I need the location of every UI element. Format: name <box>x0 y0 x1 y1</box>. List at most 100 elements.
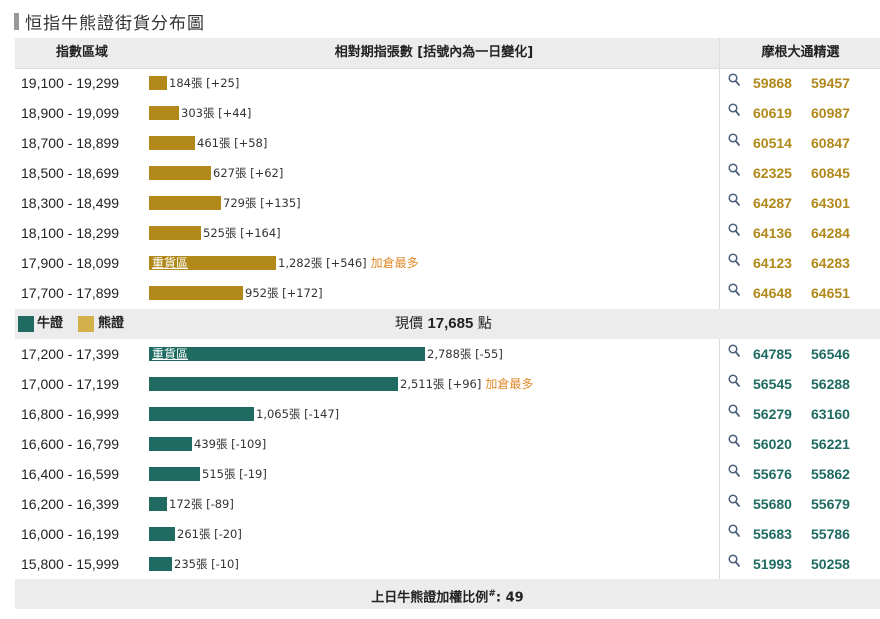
contracts-count: 261張 [-20] <box>177 527 242 541</box>
bear-rows: 19,100 - 19,299 184張 [+25] 59868 59457 18,90… <box>15 68 880 308</box>
contracts-label: 525張 [+164] <box>203 225 281 241</box>
search-icon[interactable] <box>728 253 740 267</box>
warrant-code-link[interactable]: 64785 <box>753 346 792 362</box>
search-icon[interactable] <box>728 554 740 568</box>
search-icon[interactable] <box>728 344 740 358</box>
warrant-code-link[interactable]: 60514 <box>753 135 792 151</box>
index-range: 18,900 - 19,099 <box>21 105 120 121</box>
search-icon[interactable] <box>728 404 740 418</box>
page-title-bar: 恒指牛熊證街貨分布圖 <box>14 10 205 34</box>
index-range: 15,800 - 15,999 <box>21 556 120 572</box>
warrant-code-link[interactable]: 56546 <box>811 346 850 362</box>
contracts-bar <box>149 166 211 180</box>
search-icon[interactable] <box>728 494 740 508</box>
warrant-code-link[interactable]: 56279 <box>753 406 792 422</box>
contracts-bar <box>149 226 201 240</box>
index-range: 18,700 - 18,899 <box>21 135 120 151</box>
warrant-code-link[interactable]: 55862 <box>811 466 850 482</box>
contracts-count: 729張 [+135] <box>223 196 301 210</box>
warrant-code-link[interactable]: 50258 <box>811 556 850 572</box>
table-row: 16,400 - 16,599 515張 [-19] 55676 55862 <box>15 459 880 489</box>
price-value: 17,685 <box>427 315 474 332</box>
contracts-count: 525張 [+164] <box>203 226 281 240</box>
footer-text: 上日牛熊證加權比例 <box>371 590 489 606</box>
warrant-code-link[interactable]: 51993 <box>753 556 792 572</box>
warrant-code-link[interactable]: 55676 <box>753 466 792 482</box>
table-row: 17,900 - 18,099 重貨區 1,282張 [+546] 加倉最多 64123… <box>15 248 880 278</box>
index-range: 16,800 - 16,999 <box>21 406 120 422</box>
search-icon[interactable] <box>728 223 740 237</box>
search-icon[interactable] <box>728 193 740 207</box>
heavy-zone-tag: 重貨區 <box>152 347 189 361</box>
warrant-code-link[interactable]: 60619 <box>753 105 792 121</box>
table-row: 18,900 - 19,099 303張 [+44] 60619 60987 <box>15 98 880 128</box>
contracts-bar <box>149 196 221 210</box>
warrant-code-link[interactable]: 64136 <box>753 225 792 241</box>
column-divider <box>719 68 720 309</box>
header-picks: 摩根大通精選 <box>719 38 880 68</box>
search-icon[interactable] <box>728 103 740 117</box>
contracts-bar <box>149 557 172 571</box>
warrant-code-link[interactable]: 55680 <box>753 496 792 512</box>
search-icon[interactable] <box>728 374 740 388</box>
warrant-code-link[interactable]: 55786 <box>811 526 850 542</box>
table-row: 18,500 - 18,699 627張 [+62] 62325 60845 <box>15 158 880 188</box>
warrant-code-link[interactable]: 64287 <box>753 195 792 211</box>
table-row: 16,800 - 16,999 1,065張 [-147] 56279 63160 <box>15 399 880 429</box>
table-row: 19,100 - 19,299 184張 [+25] 59868 59457 <box>15 68 880 98</box>
search-icon[interactable] <box>728 73 740 87</box>
warrant-code-link[interactable]: 64284 <box>811 225 850 241</box>
contracts-label: 172張 [-89] <box>169 496 234 512</box>
warrant-code-link[interactable]: 63160 <box>811 406 850 422</box>
warrant-code-link[interactable]: 62325 <box>753 165 792 181</box>
warrant-code-link[interactable]: 55679 <box>811 496 850 512</box>
title-marker <box>14 12 19 30</box>
index-range: 19,100 - 19,299 <box>21 75 120 91</box>
contracts-label: 2,511張 [+96] 加倉最多 <box>400 376 533 392</box>
contracts-bar <box>149 407 254 421</box>
table-row: 18,700 - 18,899 461張 [+58] 60514 60847 <box>15 128 880 158</box>
column-divider <box>719 339 720 579</box>
table-row: 17,700 - 17,899 952張 [+172] 64648 64651 <box>15 278 880 308</box>
warrant-code-link[interactable]: 64301 <box>811 195 850 211</box>
table-row: 16,600 - 16,799 439張 [-109] 56020 56221 <box>15 429 880 459</box>
warrant-code-link[interactable]: 64651 <box>811 285 850 301</box>
warrant-code-link[interactable]: 60845 <box>811 165 850 181</box>
warrant-code-link[interactable]: 59457 <box>811 75 850 91</box>
warrant-code-link[interactable]: 56020 <box>753 436 792 452</box>
contracts-bar <box>149 467 200 481</box>
index-range: 16,200 - 16,399 <box>21 496 120 512</box>
index-range: 17,000 - 17,199 <box>21 376 120 392</box>
warrant-code-link[interactable]: 64283 <box>811 255 850 271</box>
warrant-code-link[interactable]: 59868 <box>753 75 792 91</box>
contracts-bar <box>149 437 192 451</box>
header-contracts: 相對期指張數 [括號內為一日變化] <box>334 45 534 60</box>
warrant-code-link[interactable]: 64123 <box>753 255 792 271</box>
warrant-code-link[interactable]: 55683 <box>753 526 792 542</box>
search-icon[interactable] <box>728 524 740 538</box>
search-icon[interactable] <box>728 283 740 297</box>
contracts-count: 461張 [+58] <box>197 136 268 150</box>
warrant-code-link[interactable]: 60987 <box>811 105 850 121</box>
search-icon[interactable] <box>728 434 740 448</box>
warrant-code-link[interactable]: 56288 <box>811 376 850 392</box>
warrant-code-link[interactable]: 56221 <box>811 436 850 452</box>
contracts-label: 729張 [+135] <box>223 195 301 211</box>
contracts-label: 184張 [+25] <box>169 75 239 91</box>
contracts-label: 2,788張 [-55] <box>427 346 503 362</box>
current-price: 現價 17,685 點 <box>395 309 492 339</box>
search-icon[interactable] <box>728 464 740 478</box>
warrant-code-link[interactable]: 64648 <box>753 285 792 301</box>
warrant-code-link[interactable]: 60847 <box>811 135 850 151</box>
price-prefix: 現價 <box>395 316 423 332</box>
contracts-count: 1,065張 [-147] <box>256 407 340 421</box>
footer-sup: # <box>488 589 496 599</box>
search-icon[interactable] <box>728 133 740 147</box>
contracts-bar <box>149 497 167 511</box>
contracts-label: 1,065張 [-147] <box>256 406 339 422</box>
heavy-zone-tag: 重貨區 <box>152 256 189 270</box>
warrant-code-link[interactable]: 56545 <box>753 376 792 392</box>
contracts-count: 515張 [-19] <box>202 467 267 481</box>
search-icon[interactable] <box>728 163 740 177</box>
bear-legend-label: 熊證 <box>98 316 125 331</box>
